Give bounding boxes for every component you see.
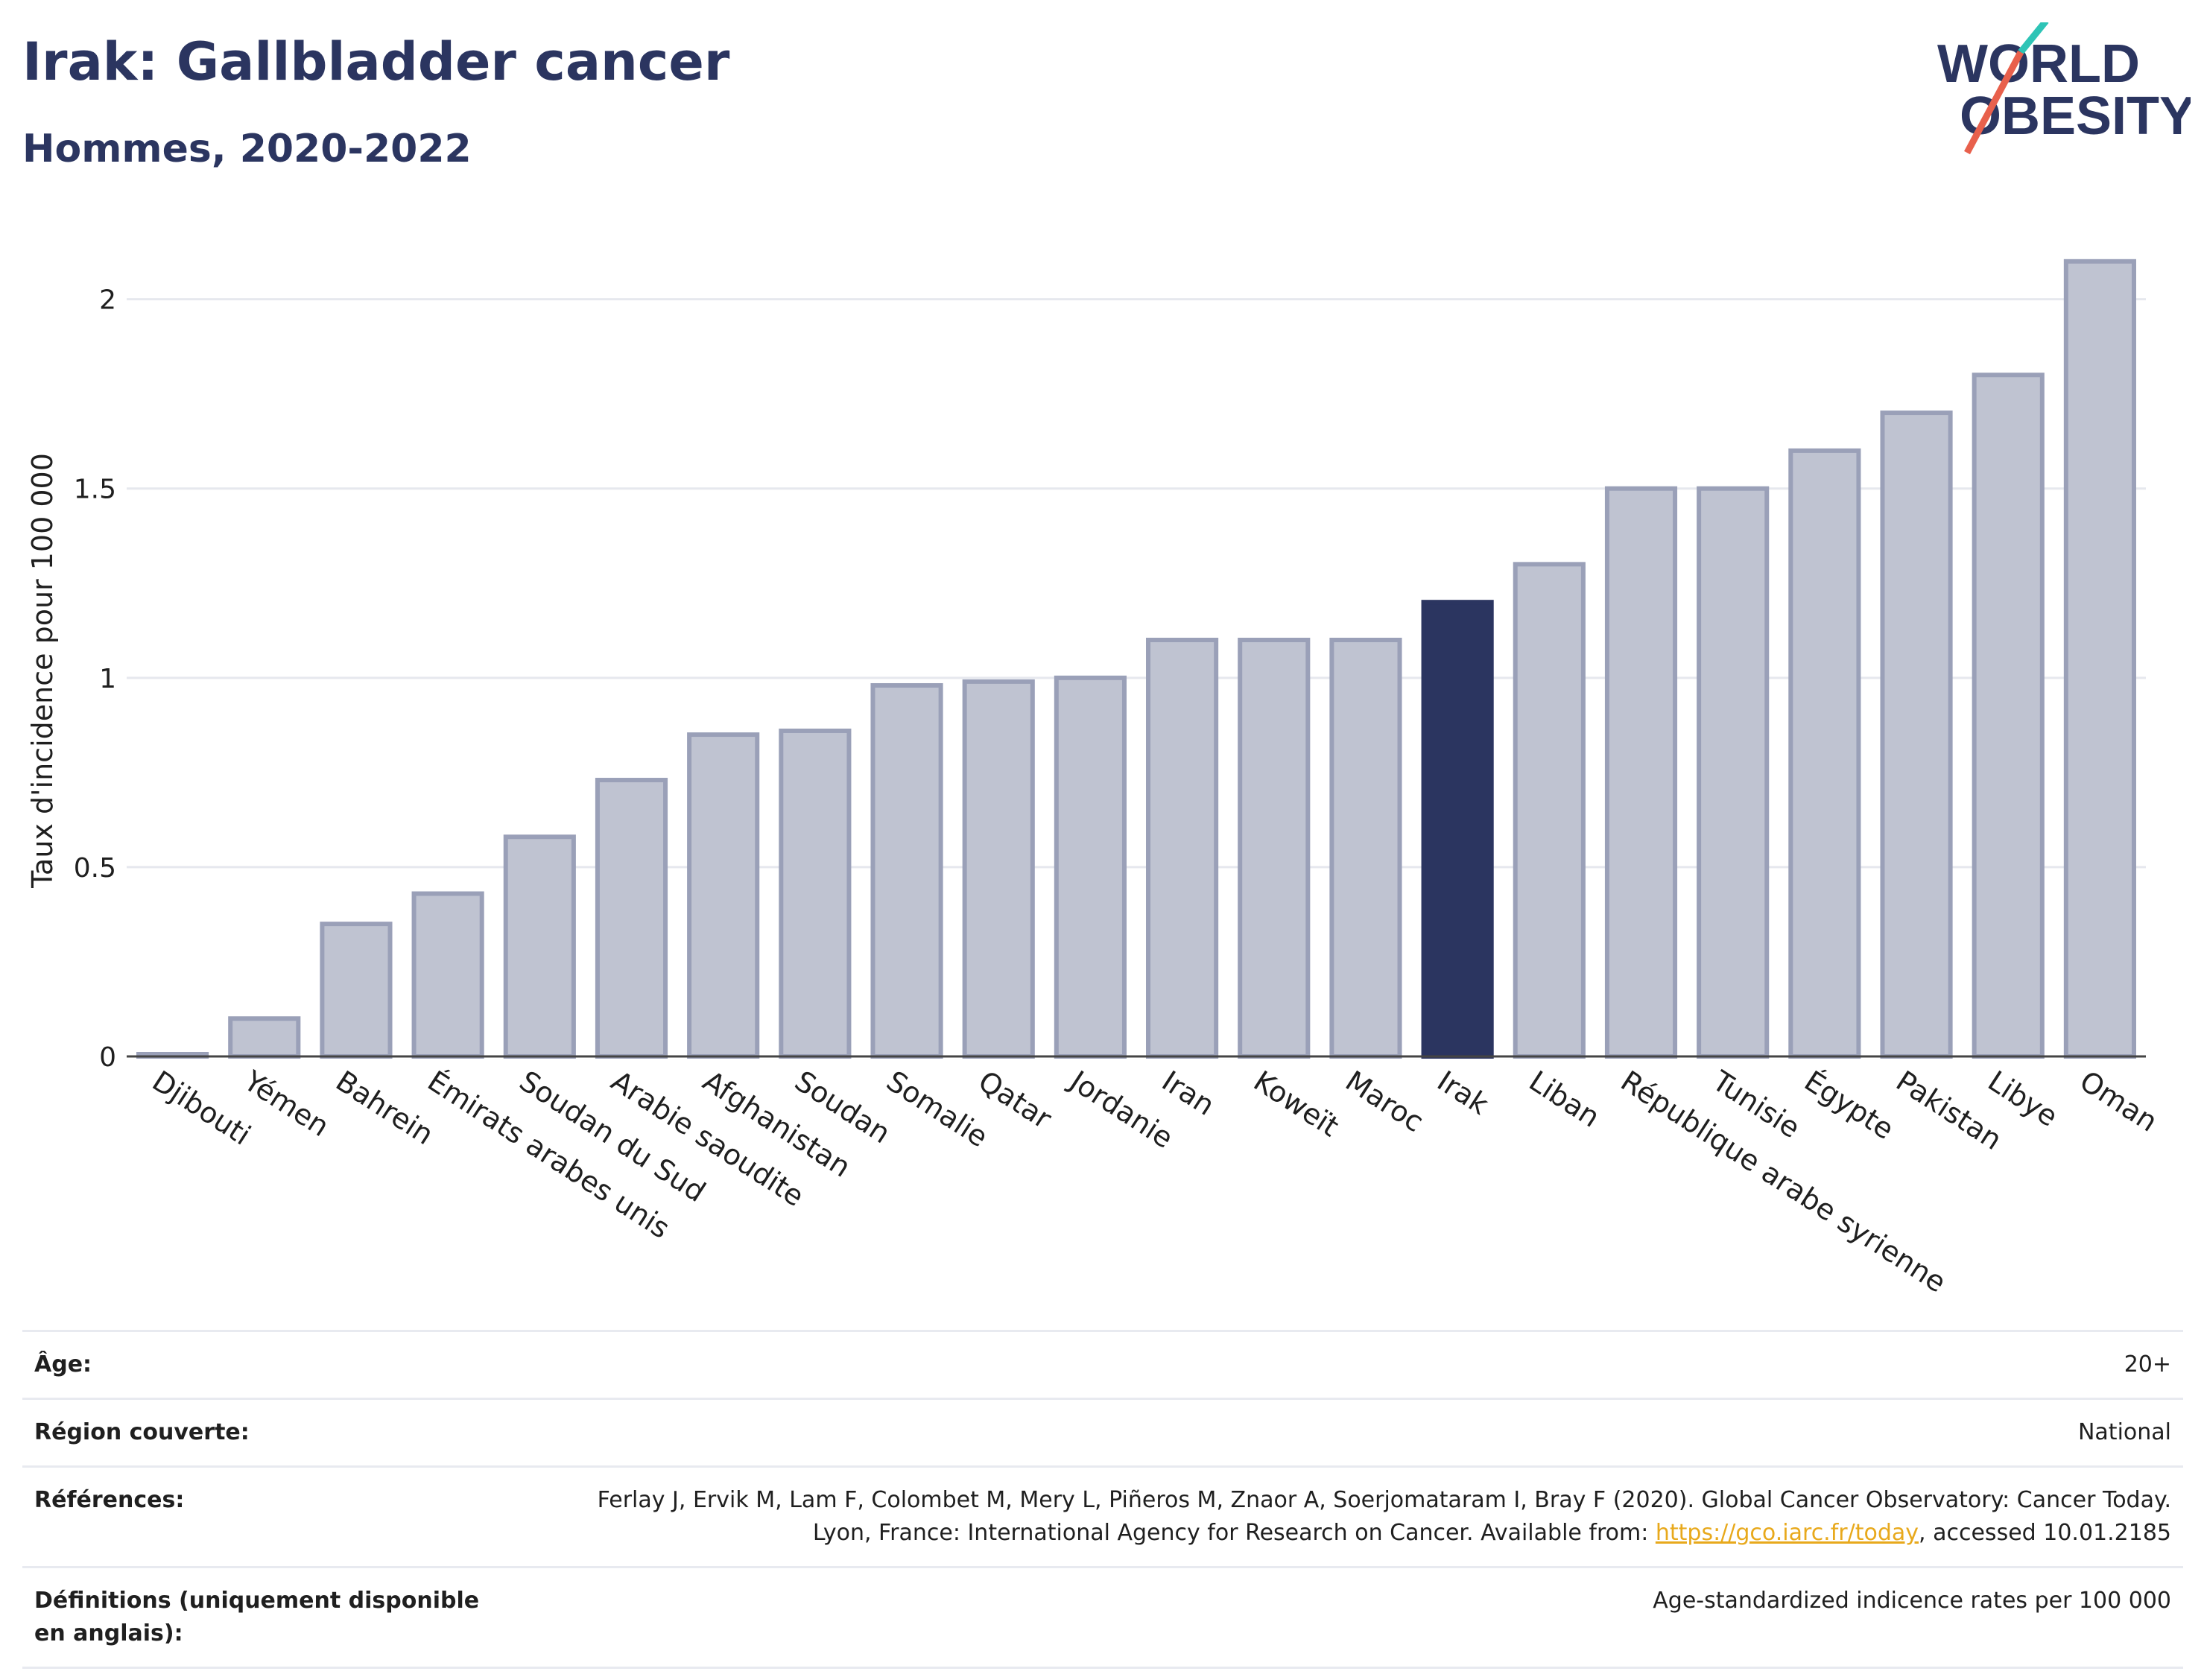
bar-bahrein[interactable] [320, 922, 393, 1059]
info-key-definitions: Définitions (uniquement disponible en an… [22, 1566, 523, 1669]
x-tick-label: Yémen [238, 1064, 335, 1143]
x-tick-label: Jordanie [1063, 1064, 1179, 1155]
bar-pakistan[interactable] [1880, 411, 1953, 1059]
info-value-region: National [523, 1398, 2183, 1467]
info-row-region: Région couverte: National [22, 1398, 2183, 1467]
bar-libye[interactable] [1972, 373, 2045, 1059]
y-tick-label: 0.5 [74, 853, 116, 884]
bar-qatar[interactable] [962, 679, 1035, 1059]
bar-maroc[interactable] [1329, 638, 1402, 1059]
x-tick-label: Pakistan [1890, 1065, 2007, 1157]
y-tick-label: 1.5 [74, 475, 116, 505]
info-key-references: Références: [22, 1465, 523, 1568]
world-obesity-logo: WORLD OBESITY [1937, 22, 2191, 155]
bar-jordanie[interactable] [1054, 675, 1127, 1059]
y-axis-title: Taux d'incidence pour 100 000 [26, 453, 59, 889]
bar-kowe-t[interactable] [1238, 638, 1311, 1059]
info-key-region: Région couverte: [22, 1398, 523, 1467]
info-value-definitions: Age-standardized indicence rates per 100… [523, 1566, 2183, 1669]
reference-link[interactable]: https://gco.iarc.fr/today [1655, 1520, 1919, 1546]
x-tick-label: Oman [2074, 1065, 2164, 1138]
bar--gypte[interactable] [1788, 448, 1861, 1059]
bar--mirats-arabes-unis[interactable] [411, 891, 484, 1059]
x-tick-label: Iran [1156, 1065, 1220, 1122]
bar-somalie[interactable] [870, 682, 943, 1059]
bar-arabie-saoudite[interactable] [595, 778, 668, 1059]
x-tick-label: Bahrein [330, 1065, 440, 1152]
logo-slash-red [1964, 50, 2024, 155]
x-tick-label: Djibouti [147, 1065, 256, 1152]
bar-afghanistan[interactable] [687, 732, 760, 1059]
y-tick-label: 1 [99, 664, 116, 694]
x-tick-label: Koweït [1248, 1065, 1345, 1144]
x-tick-label: République arabe syrienne [1615, 1065, 1952, 1299]
reference-text: Ferlay J, Ervik M, Lam F, Colombet M, Me… [597, 1487, 2171, 1546]
bar-iran[interactable] [1146, 638, 1219, 1059]
info-table: Âge: 20+ Région couverte: National Référ… [22, 1330, 2183, 1669]
bar-liban[interactable] [1513, 562, 1586, 1059]
chart-title: Irak: Gallbladder cancer [22, 31, 730, 92]
bars [136, 259, 2136, 1059]
bar-tunisie[interactable] [1697, 486, 1770, 1059]
x-tick-label: Irak [1431, 1065, 1494, 1121]
info-value-age: 20+ [523, 1330, 2183, 1399]
info-key-age: Âge: [22, 1330, 523, 1399]
info-row-definitions: Définitions (uniquement disponible en an… [22, 1566, 2183, 1669]
logo-slash-teal [2018, 22, 2049, 54]
bar-y-men[interactable] [228, 1016, 301, 1059]
bar-irak[interactable] [1421, 600, 1494, 1059]
bar-soudan[interactable] [779, 728, 852, 1059]
bar-oman[interactable] [2063, 259, 2136, 1059]
x-tick-label: Égypte [1799, 1065, 1900, 1146]
logo-line1: WORLD [1937, 34, 2140, 94]
reference-accessed: , accessed 10.01.2185 [1919, 1520, 2171, 1546]
axes: 0 0.5 1 1.5 2 [74, 285, 2146, 1073]
x-tick-label: Liban [1523, 1065, 1606, 1134]
y-tick-label: 0 [99, 1042, 116, 1073]
x-tick-label: Somalie [881, 1065, 994, 1154]
info-row-references: Références: Ferlay J, Ervik M, Lam F, Co… [22, 1465, 2183, 1568]
bar-soudan-du-sud[interactable] [503, 834, 576, 1059]
info-value-references: Ferlay J, Ervik M, Lam F, Colombet M, Me… [523, 1465, 2183, 1568]
info-row-age: Âge: 20+ [22, 1330, 2183, 1399]
x-tick-label: Maroc [1340, 1065, 1429, 1139]
bar-r-publique-arabe-syrienne[interactable] [1604, 486, 1678, 1059]
y-tick-label: 2 [99, 285, 116, 316]
chart-subtitle: Hommes, 2020-2022 [22, 127, 472, 171]
